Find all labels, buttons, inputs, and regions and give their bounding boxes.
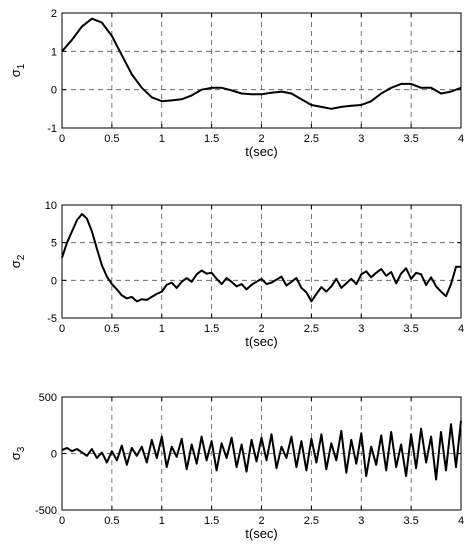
x-tick-label: 0.5: [104, 515, 119, 527]
y-tick-label: -5: [47, 313, 57, 325]
x-tick-label: 1.5: [204, 133, 219, 145]
y-tick-label: -1: [47, 123, 57, 135]
x-tick-label: 2.5: [304, 515, 319, 527]
x-tick-label: 0: [59, 133, 65, 145]
x-tick-label: 0: [59, 515, 65, 527]
x-axis-label: t(sec): [245, 144, 278, 159]
x-tick-label: 2.5: [304, 133, 319, 145]
y-axis-label-subscript: 3: [16, 446, 27, 452]
y-tick-label: 0: [51, 275, 57, 287]
y-tick-label: 5: [51, 238, 57, 250]
x-tick-label: 2: [258, 323, 264, 335]
series-line: [61, 213, 461, 303]
x-tick-label: 1: [159, 515, 165, 527]
x-tick-label: 1.5: [204, 515, 219, 527]
y-tick-label: -500: [35, 505, 57, 517]
y-axis-label: σ3: [8, 446, 27, 460]
x-tick-label: 4: [458, 323, 464, 335]
y-tick-label: 0: [51, 449, 57, 461]
x-tick-label: 0.5: [104, 323, 119, 335]
x-tick-label: 1: [159, 323, 165, 335]
y-axis-label-subscript: 2: [16, 254, 27, 260]
y-axis-label-subscript: 1: [16, 63, 27, 69]
x-tick-label: 2.5: [304, 323, 319, 335]
x-tick-label: 3: [358, 515, 364, 527]
x-axis-label: t(sec): [245, 334, 278, 349]
y-axis-label-symbol: σ: [8, 260, 23, 268]
x-tick-label: 3.5: [403, 323, 418, 335]
series-line: [61, 420, 462, 481]
x-tick-label: 4: [458, 133, 464, 145]
y-tick-label: 500: [39, 392, 57, 404]
y-tick-label: 1: [51, 46, 57, 58]
x-tick-label: 2: [258, 515, 264, 527]
x-axis-label: t(sec): [245, 526, 278, 541]
y-tick-label: 0: [51, 85, 57, 97]
x-tick-label: 3: [358, 133, 364, 145]
x-tick-label: 4: [458, 515, 464, 527]
x-tick-label: 2: [258, 133, 264, 145]
y-axis-label: σ2: [8, 254, 27, 268]
x-tick-label: 3.5: [403, 515, 418, 527]
x-tick-label: 0: [59, 323, 65, 335]
y-axis-label: σ1: [8, 63, 27, 77]
y-tick-label: 10: [45, 200, 57, 212]
y-axis-label-symbol: σ: [8, 69, 23, 77]
y-axis-label-symbol: σ: [8, 452, 23, 460]
x-tick-label: 0.5: [104, 133, 119, 145]
x-tick-label: 3.5: [403, 133, 418, 145]
y-tick-label: 2: [51, 8, 57, 20]
x-tick-label: 3: [358, 323, 364, 335]
x-tick-label: 1.5: [204, 323, 219, 335]
series-line: [61, 17, 462, 110]
x-tick-label: 1: [159, 133, 165, 145]
